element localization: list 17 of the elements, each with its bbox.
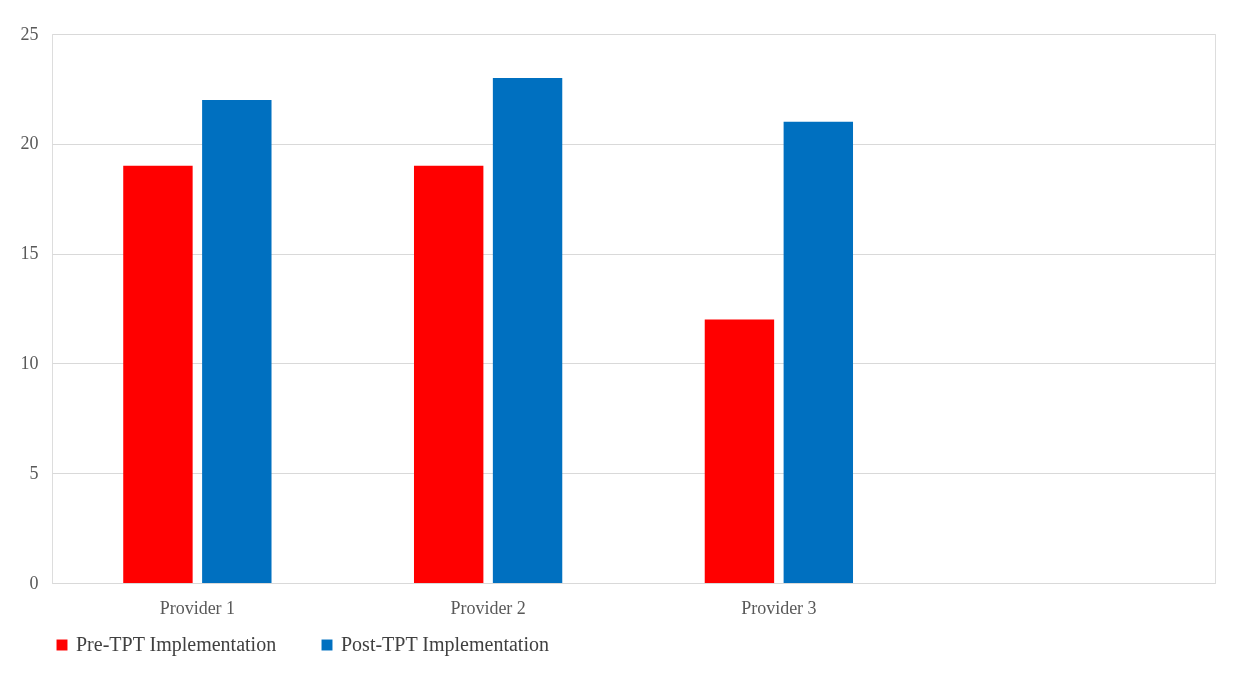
x-tick-label: Provider 3 <box>741 597 817 618</box>
x-tick-label: Provider 1 <box>159 597 236 618</box>
y-tick-label: 10 <box>20 352 39 373</box>
legend-label: Pre-TPT Implementation <box>76 633 277 656</box>
y-tick-label: 15 <box>20 243 39 264</box>
bar <box>704 319 775 583</box>
x-tick-label: Provider 2 <box>450 597 526 618</box>
y-tick-label: 5 <box>29 462 39 483</box>
legend-label: Post-TPT Implementation <box>341 633 549 656</box>
bar <box>413 165 484 583</box>
bar <box>123 165 193 583</box>
y-tick-label: 20 <box>20 133 39 154</box>
bar <box>492 77 563 583</box>
y-tick-label: 0 <box>29 572 39 593</box>
y-tick-label: 25 <box>20 23 39 44</box>
bar <box>783 121 854 583</box>
bar <box>202 99 272 583</box>
